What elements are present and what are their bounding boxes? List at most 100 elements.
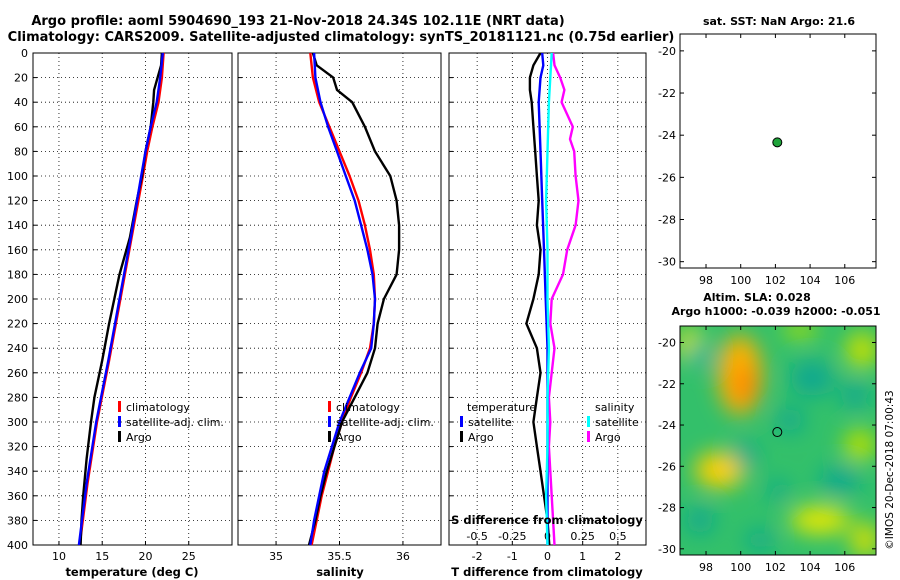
title-line-2: Climatology: CARS2009. Satellite-adjuste… [8, 30, 675, 45]
sla-map-ticks: -20 -22 -24 -26 -28 -30 98 100 102 104 106 [658, 326, 876, 574]
lon-tick-label: 102 [765, 274, 786, 287]
legend-swatch-climatology [328, 401, 331, 412]
s-diff-tick-label: -0.5 [466, 530, 487, 543]
temperature-tick-labels: 10 15 20 25 [52, 550, 196, 563]
lon-tick-label: 100 [730, 274, 751, 287]
series-line-salinity-satellite [544, 52, 553, 546]
x-tick-label: 1 [579, 550, 586, 563]
x-tick-label: -1 [507, 550, 518, 563]
temperature-frame [32, 52, 233, 546]
depth-tick-label: 380 [7, 514, 28, 527]
legend-climatology: climatology [126, 401, 190, 414]
depth-tick-label: 20 [14, 72, 28, 85]
x-tick-label: 36 [396, 550, 410, 563]
legend-swatch-s-satellite [587, 416, 590, 427]
s-diff-tick-label: 0.5 [609, 530, 627, 543]
depth-tick-label: 320 [7, 441, 28, 454]
series-line-argo [79, 52, 164, 546]
depth-tick-label: 80 [14, 145, 28, 158]
footer-timestamp: ©IMOS 20-Dec-2018 07:00:43 [884, 390, 896, 549]
difference-panel: -2 -1 0 1 2-0.5 -0.25 0 0.25 0.5 temperature sat… [448, 52, 647, 579]
salinity-tick-labels: 35 35.5 36 [269, 550, 410, 563]
depth-tick-labels: 0 20 40 60 80 100 120 140 160 180 200 220 240 260 280 3… [7, 47, 28, 552]
lat-tick-label: -20 [658, 337, 676, 350]
lat-tick-label: -30 [658, 256, 676, 269]
lon-tick-label: 98 [699, 561, 713, 574]
legend-swatch-satellite [118, 416, 121, 427]
lat-tick-label: -28 [658, 214, 676, 227]
depth-tick-label: 60 [14, 121, 28, 134]
depth-tick-label: 280 [7, 391, 28, 404]
lat-tick-label: -20 [658, 45, 676, 58]
depth-tick-label: 200 [7, 293, 28, 306]
lon-tick-label: 102 [765, 561, 786, 574]
salinity-grid [238, 52, 441, 546]
temperature-legend: climatology satellite-adj. clim. Argo [118, 401, 224, 444]
difference-grid [449, 52, 646, 546]
lat-tick-label: -24 [658, 129, 676, 142]
legend-swatch-s-argo [587, 431, 590, 442]
lon-tick-label: 98 [699, 274, 713, 287]
legend-swatch-argo [118, 431, 121, 442]
legend-s-argo: Argo [595, 431, 621, 444]
depth-tick-label: 180 [7, 268, 28, 281]
title-line-1: Argo profile: aoml 5904690_193 21-Nov-20… [31, 14, 564, 29]
sst-map-ticks: -20 -22 -24 -26 -28 -30 98 100 102 104 106 [658, 34, 876, 287]
sla-map-panel: Altim. SLA: 0.028 Argo h1000: -0.039 h20… [658, 291, 881, 574]
lat-tick-label: -24 [658, 419, 676, 432]
salinity-xlabel: salinity [316, 565, 364, 579]
lat-tick-label: -26 [658, 460, 676, 473]
depth-tick-label: 160 [7, 244, 28, 257]
sst-map-panel: sat. SST: NaN Argo: 21.6 -20 -22 -24 -26 -28… [658, 15, 877, 287]
series-line-satellite-adj-clim- [77, 52, 164, 546]
lat-tick-label: -30 [658, 543, 676, 556]
difference-legend: temperature satellite Argo salinity sate… [460, 401, 639, 444]
lon-tick-label: 104 [800, 561, 821, 574]
series-line-argo [307, 52, 401, 546]
temperature-grid [33, 52, 232, 546]
sla-heatmap [680, 326, 876, 555]
lat-tick-label: -26 [658, 171, 676, 184]
x-tick-label: 20 [138, 550, 152, 563]
salinity-legend: climatology satellite-adj. clim. Argo [328, 401, 434, 444]
salinity-frame [237, 52, 442, 546]
t-difference-xlabel: T difference from climatology [451, 565, 643, 579]
temperature-series [77, 52, 165, 546]
depth-tick-label: 300 [7, 416, 28, 429]
height-label: Argo h1000: -0.039 h2000: -0.051 [671, 305, 880, 318]
depth-tick-label: 360 [7, 490, 28, 503]
lon-tick-label: 106 [834, 274, 855, 287]
depth-tick-label: 400 [7, 539, 28, 552]
salinity-series [307, 52, 401, 546]
legend-argo: Argo [336, 431, 362, 444]
x-tick-label: 10 [52, 550, 66, 563]
heatmap-blobs [680, 326, 876, 555]
legend-satellite-adj: satellite-adj. clim. [126, 416, 224, 429]
depth-tick-label: 120 [7, 195, 28, 208]
sla-label: Altim. SLA: 0.028 [703, 291, 810, 304]
depth-tick-label: 240 [7, 342, 28, 355]
legend-satellite-adj: satellite-adj. clim. [336, 416, 434, 429]
s-difference-xlabel: S difference from climatology [451, 513, 643, 527]
series-line-salinity-argo [547, 52, 580, 546]
depth-tick-label: 40 [14, 96, 28, 109]
lat-tick-label: -28 [658, 502, 676, 515]
temperature-panel: 0 20 40 60 80 100 120 140 160 180 200 220 240 260 280 3… [7, 47, 233, 579]
lon-tick-label: 104 [800, 274, 821, 287]
lon-tick-label: 100 [730, 561, 751, 574]
legend-swatch-satellite [328, 416, 331, 427]
sla-map-frame [679, 325, 877, 556]
depth-tick-label: 140 [7, 219, 28, 232]
x-tick-label: 35.5 [327, 550, 352, 563]
legend-swatch-t-satellite [460, 416, 463, 427]
x-tick-label: 0 [544, 550, 551, 563]
depth-tick-label: 100 [7, 170, 28, 183]
argo-float-marker-sla [772, 427, 783, 438]
x-tick-label: 2 [614, 550, 621, 563]
legend-swatch-t-argo [460, 431, 463, 442]
legend-salinity-heading: salinity [595, 401, 635, 414]
series-line-temperature-argo [525, 52, 551, 546]
series-line-satellite-adj-clim- [309, 52, 377, 546]
legend-temperature-heading: temperature [467, 401, 536, 414]
